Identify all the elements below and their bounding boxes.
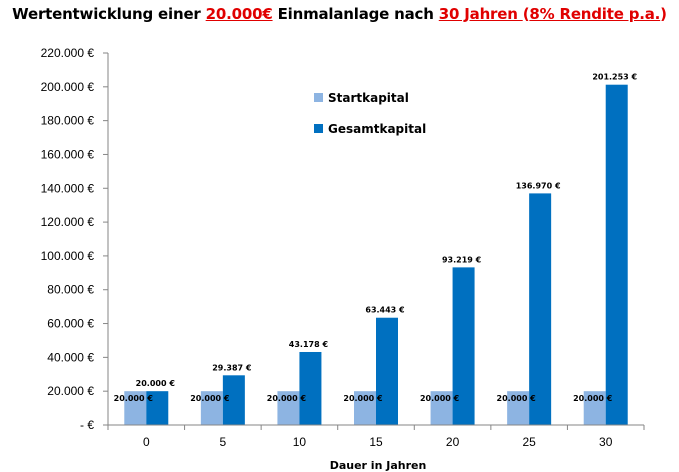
y-tick-label: 100.000 € xyxy=(41,249,95,263)
x-tick-label: 15 xyxy=(369,435,383,449)
bar-startkapital xyxy=(200,391,223,425)
y-tick-label: 180.000 € xyxy=(41,114,95,128)
y-tick-label: 20.000 € xyxy=(47,384,94,398)
legend-swatch-gesamtkapital xyxy=(314,124,323,133)
y-tick-label: 40.000 € xyxy=(47,350,94,364)
legend-label-startkapital: Startkapital xyxy=(328,91,409,105)
title-text-2: Einmalanlage nach xyxy=(272,5,439,23)
bar-startkapital xyxy=(277,391,300,425)
bar-gesamtkapital xyxy=(529,193,552,425)
x-tick-label: 30 xyxy=(599,435,613,449)
title-paren-close: ) xyxy=(660,5,667,23)
data-label-gesamtkapital: 20.000 € xyxy=(136,379,176,388)
bar-startkapital xyxy=(124,391,147,425)
y-tick-label: 80.000 € xyxy=(47,283,94,297)
bar-gesamtkapital xyxy=(222,375,245,425)
bar-gesamtkapital xyxy=(146,391,169,425)
y-tick-label: 120.000 € xyxy=(41,215,95,229)
bar-gesamtkapital xyxy=(605,84,628,426)
x-tick-label: 5 xyxy=(220,435,227,449)
data-label-gesamtkapital: 201.253 € xyxy=(592,73,637,82)
y-tick-label: 220.000 € xyxy=(41,46,95,60)
y-tick-label: 200.000 € xyxy=(41,80,95,94)
data-label-gesamtkapital: 63.443 € xyxy=(365,306,405,315)
x-tick-label: 10 xyxy=(293,435,307,449)
title-paren-open: ( xyxy=(522,5,530,23)
data-label-gesamtkapital: 29.387 € xyxy=(212,363,252,372)
x-tick-label: 0 xyxy=(143,435,150,449)
legend-swatch-startkapital xyxy=(314,93,323,102)
data-label-startkapital: 20.000 € xyxy=(573,394,613,403)
data-label-gesamtkapital: 136.970 € xyxy=(516,181,561,190)
x-axis: 0 5 10 15 20 25 30 xyxy=(107,424,645,449)
bar-gesamtkapital xyxy=(452,267,475,425)
y-tick-label: 60.000 € xyxy=(47,317,94,331)
title-amount: 20.000€ xyxy=(205,5,273,23)
title-rendite: 8% Rendite p.a. xyxy=(529,5,661,23)
bar-startkapital xyxy=(507,391,530,425)
title-years: 30 Jahren xyxy=(438,5,523,23)
y-tick-label: 140.000 € xyxy=(41,181,95,195)
data-labels: 20.000 € 20.000 € 20.000 € 29.387 € 20.000 €… xyxy=(114,73,638,403)
data-label-gesamtkapital: 93.219 € xyxy=(442,255,482,264)
data-label-gesamtkapital: 43.178 € xyxy=(289,340,329,349)
data-label-startkapital: 20.000 € xyxy=(267,394,307,403)
bars xyxy=(124,84,628,426)
x-axis-title: Dauer in Jahren xyxy=(330,459,427,472)
y-axis: - € 20.000 € 40.000 € 60.000 € 80.000 € 100.0… xyxy=(41,46,109,432)
y-tick-label: - € xyxy=(80,418,94,432)
data-label-startkapital: 20.000 € xyxy=(497,394,537,403)
y-tick-label: 160.000 € xyxy=(41,147,95,161)
legend: Startkapital Gesamtkapital xyxy=(314,91,426,136)
bar-startkapital xyxy=(583,391,606,425)
data-label-startkapital: 20.000 € xyxy=(190,394,230,403)
bar-startkapital xyxy=(354,391,376,425)
bar-startkapital xyxy=(430,391,453,425)
data-label-startkapital: 20.000 € xyxy=(114,394,154,403)
data-label-startkapital: 20.000 € xyxy=(420,394,460,403)
bar-gesamtkapital xyxy=(299,351,322,425)
x-tick-label: 20 xyxy=(446,435,460,449)
chart-title: Wertentwicklung einer 20.000€ Einmalanla… xyxy=(0,5,679,23)
data-label-startkapital: 20.000 € xyxy=(343,394,383,403)
title-text-1: Wertentwicklung einer xyxy=(12,5,206,23)
x-tick-label: 25 xyxy=(522,435,536,449)
bar-gesamtkapital xyxy=(376,317,398,425)
legend-label-gesamtkapital: Gesamtkapital xyxy=(328,122,426,136)
